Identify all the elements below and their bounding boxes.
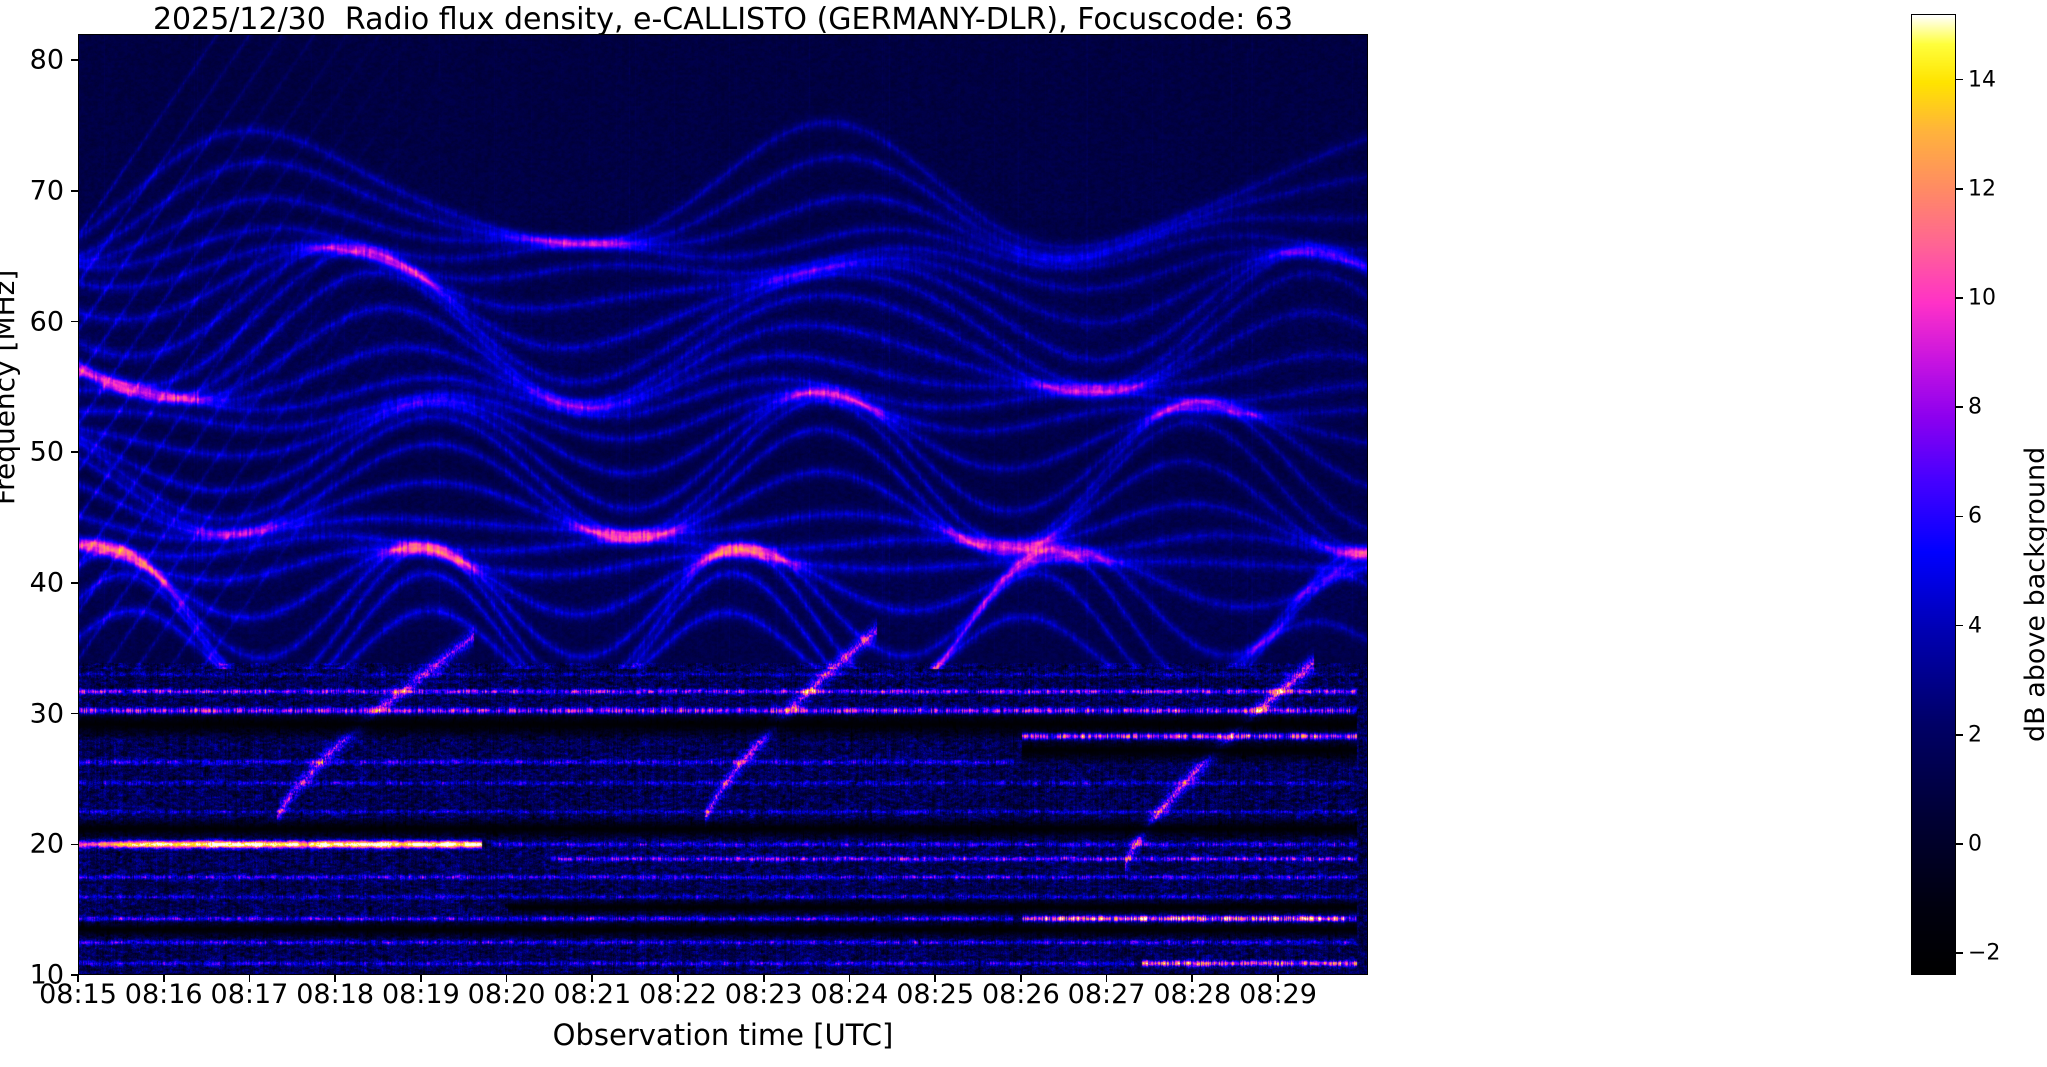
colorbar-tick-label: 8 <box>1968 394 1982 420</box>
y-axis-label: Frequency [MHz] <box>0 269 21 505</box>
x-tick-label: 08:22 <box>639 979 717 1010</box>
x-tick-label: 08:25 <box>896 979 975 1010</box>
x-tick-mark <box>677 975 679 982</box>
x-tick-mark <box>77 975 79 982</box>
x-tick-label: 08:19 <box>381 979 460 1010</box>
x-tick-label: 08:20 <box>467 979 546 1010</box>
y-tick-mark <box>71 974 78 976</box>
x-tick-label: 08:16 <box>124 979 203 1010</box>
x-tick-mark <box>248 975 251 982</box>
x-tick-mark <box>762 975 765 982</box>
x-tick-mark <box>334 975 336 982</box>
colorbar-tick-label: −2 <box>1968 940 2001 966</box>
colorbar-tick-mark <box>1956 515 1963 518</box>
colorbar-tick-label: 14 <box>1968 67 1996 93</box>
x-axis-label: Observation time [UTC] <box>552 1018 894 1052</box>
x-tick-label: 08:23 <box>724 979 803 1010</box>
x-tick-mark <box>162 975 165 982</box>
y-tick-mark <box>71 320 78 323</box>
colorbar-tick-mark <box>1956 843 1963 845</box>
colorbar-tick-mark <box>1956 78 1963 81</box>
colorbar-tick-label: 10 <box>1968 285 1996 311</box>
colorbar-tick-mark <box>1956 297 1963 299</box>
colorbar-tick-label: 6 <box>1968 503 1982 529</box>
y-tick-mark <box>71 582 78 584</box>
y-tick-label: 70 <box>29 175 64 207</box>
y-tick-mark <box>71 190 78 192</box>
y-tick-label: 80 <box>29 44 64 76</box>
x-tick-label: 08:21 <box>553 979 632 1010</box>
colorbar-tick-mark <box>1956 952 1963 954</box>
y-tick-mark <box>71 843 78 846</box>
y-tick-mark <box>71 712 78 715</box>
y-tick-label: 50 <box>29 436 64 468</box>
x-tick-label: 08:27 <box>1067 979 1146 1010</box>
spectrogram-axes[interactable] <box>78 34 1368 975</box>
x-tick-mark <box>1191 975 1194 982</box>
colorbar-tick-label: 4 <box>1968 613 1982 639</box>
x-tick-label: 08:29 <box>1239 979 1317 1010</box>
x-tick-mark <box>505 975 508 982</box>
y-tick-mark <box>71 59 78 61</box>
y-tick-label: 60 <box>29 306 64 338</box>
colorbar[interactable] <box>1911 14 1956 975</box>
x-tick-mark <box>848 975 851 982</box>
x-tick-mark <box>420 975 422 982</box>
x-tick-mark <box>1020 975 1022 982</box>
chart-title: 2025/12/30 Radio flux density, e-CALLIST… <box>152 2 1294 37</box>
spectrogram-image <box>79 35 1367 974</box>
colorbar-tick-mark <box>1956 624 1963 627</box>
y-tick-label: 40 <box>29 567 64 599</box>
y-tick-label: 30 <box>29 698 64 730</box>
x-tick-label: 08:28 <box>1153 979 1232 1010</box>
colorbar-tick-label: 12 <box>1968 176 1996 202</box>
x-tick-mark <box>934 975 936 982</box>
colorbar-tick-mark <box>1956 187 1963 190</box>
colorbar-tick-label: 0 <box>1968 831 1982 857</box>
x-tick-mark <box>1277 975 1279 982</box>
y-tick-mark <box>71 451 78 454</box>
x-tick-label: 08:26 <box>981 979 1060 1010</box>
x-tick-label: 08:24 <box>810 979 889 1010</box>
colorbar-tick-mark <box>1956 733 1963 736</box>
x-tick-label: 08:15 <box>39 979 117 1010</box>
y-tick-label: 20 <box>29 828 64 860</box>
colorbar-tick-label: 2 <box>1968 722 1982 748</box>
y-tick-label: 10 <box>29 959 64 991</box>
x-tick-label: 08:18 <box>296 979 375 1010</box>
colorbar-gradient <box>1912 15 1955 974</box>
colorbar-label: dB above background <box>2020 446 2047 742</box>
x-tick-mark <box>1105 975 1108 982</box>
x-tick-label: 08:17 <box>210 979 289 1010</box>
x-tick-mark <box>591 975 594 982</box>
colorbar-tick-mark <box>1956 406 1963 408</box>
